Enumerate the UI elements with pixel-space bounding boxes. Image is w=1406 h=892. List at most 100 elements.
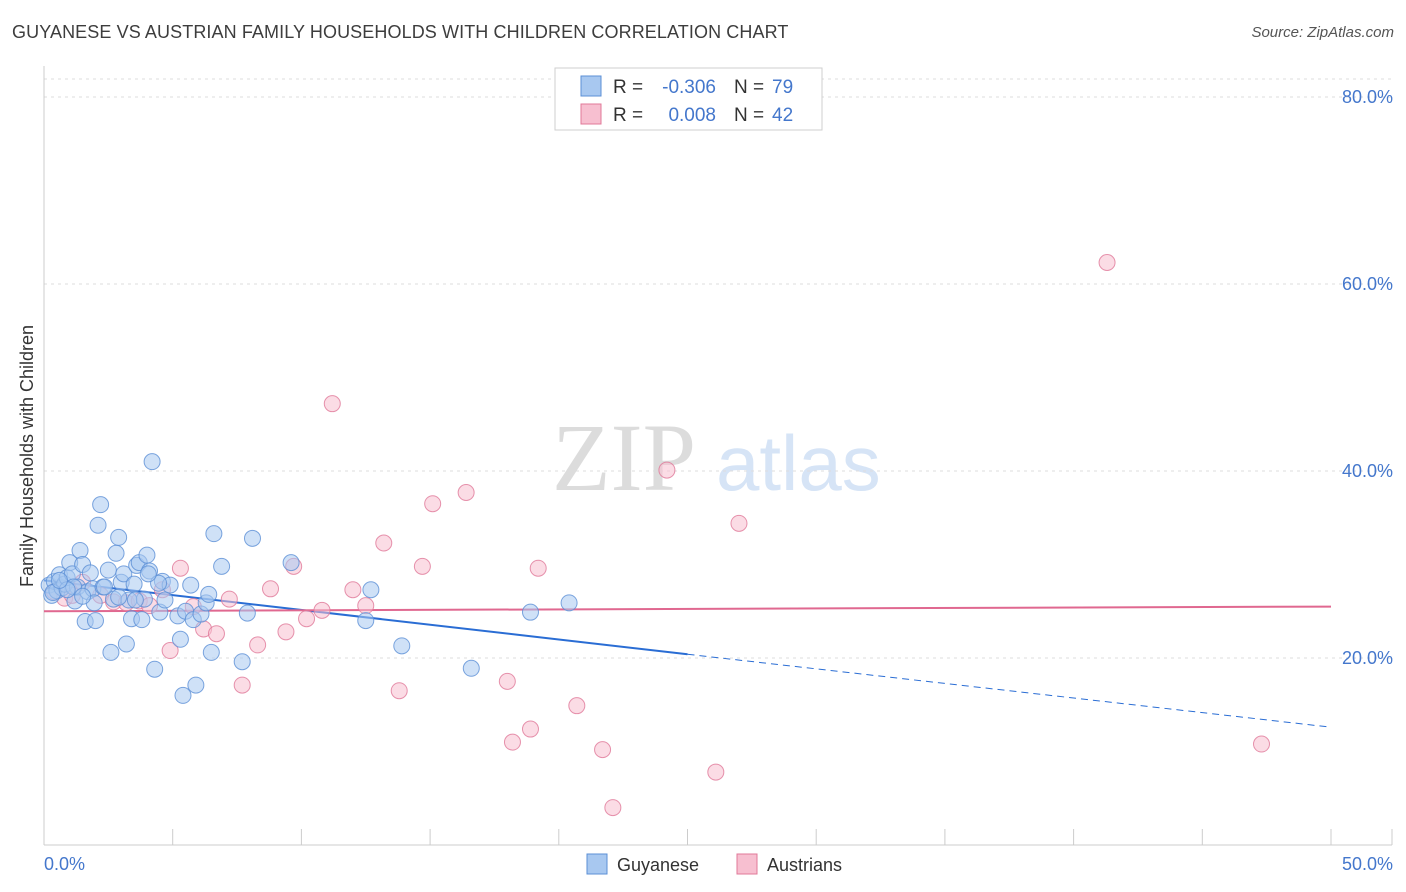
austrians-point — [413, 557, 431, 575]
guyanese-point — [71, 541, 89, 559]
series-legend: Guyanese Austrians — [586, 853, 842, 875]
austrians-point — [498, 672, 516, 690]
austrians-point — [313, 601, 331, 619]
guyanese-point — [138, 546, 156, 564]
bottom-legend-label-austrians: Austrians — [767, 855, 842, 875]
guyanese-point — [146, 660, 164, 678]
guyanese-point — [357, 612, 375, 630]
guyanese-point — [182, 576, 200, 594]
y-tick-label: 20.0% — [1342, 648, 1393, 668]
austrians-point — [568, 697, 586, 715]
austrians-point — [604, 799, 622, 817]
austrians-point — [503, 733, 521, 751]
guyanese-point — [233, 653, 251, 671]
legend-n-value-1: 79 — [772, 77, 793, 98]
legend-r-label-1: R = — [613, 77, 643, 98]
guyanese-point — [205, 525, 223, 543]
guyanese-trend-extension — [687, 653, 1332, 728]
austrians-trend-line — [43, 605, 1332, 613]
guyanese-point — [243, 529, 261, 547]
watermark-atlas: atlas — [716, 419, 881, 507]
austrians-point — [1098, 253, 1116, 271]
guyanese-point — [74, 587, 92, 605]
watermark-zip: ZIP — [552, 404, 696, 511]
guyanese-point — [462, 659, 480, 677]
legend-n-value-2: 42 — [772, 105, 793, 126]
austrians-point — [344, 581, 362, 599]
guyanese-point — [86, 612, 104, 630]
austrians-point — [1253, 735, 1271, 753]
austrians-point — [594, 741, 612, 759]
legend-n-label-1: N = — [734, 77, 764, 98]
data-points — [40, 253, 1271, 817]
correlation-legend: R = -0.306 N = 79 R = 0.008 N = 42 — [554, 67, 823, 131]
legend-r-label-2: R = — [613, 105, 643, 126]
grid — [44, 78, 1392, 659]
austrians-point — [730, 514, 748, 532]
guyanese-point — [393, 637, 411, 655]
guyanese-point — [171, 630, 189, 648]
y-axis-label: Family Households with Children — [17, 325, 37, 587]
austrians-point — [262, 580, 280, 598]
austrians-point — [357, 597, 375, 615]
austrians-point — [233, 676, 251, 694]
x-tick-label: 0.0% — [44, 854, 85, 874]
y-tick-label: 80.0% — [1342, 87, 1393, 107]
axes: 20.0% 40.0% 60.0% 80.0% 0.0% 50.0% — [43, 66, 1393, 874]
legend-r-value-1: -0.306 — [662, 77, 716, 98]
austrians-point — [424, 495, 442, 513]
bottom-legend-swatch-guyanese — [586, 853, 608, 875]
guyanese-point — [102, 643, 120, 661]
austrians-point — [171, 559, 189, 577]
austrians-point — [390, 682, 408, 700]
bottom-legend-swatch-austrians — [736, 853, 758, 875]
guyanese-point — [133, 611, 151, 629]
guyanese-point — [200, 585, 218, 603]
guyanese-point — [213, 557, 231, 575]
guyanese-point — [125, 575, 143, 593]
chart-title: GUYANESE VS AUSTRIAN FAMILY HOUSEHOLDS W… — [12, 22, 789, 42]
austrians-point — [277, 623, 295, 641]
guyanese-point — [115, 565, 133, 583]
austrians-point — [658, 461, 676, 479]
guyanese-point — [202, 643, 220, 661]
guyanese-point — [95, 578, 113, 596]
austrians-point — [457, 484, 475, 502]
guyanese-point — [99, 561, 117, 579]
guyanese-point — [92, 496, 110, 514]
austrians-point — [521, 720, 539, 738]
bottom-legend-label-guyanese: Guyanese — [617, 855, 699, 875]
guyanese-point — [107, 544, 125, 562]
guyanese-point — [362, 581, 380, 599]
austrians-point — [323, 395, 341, 413]
austrians-point — [207, 625, 225, 643]
legend-swatch-austrians — [580, 103, 602, 125]
guyanese-point — [187, 676, 205, 694]
guyanese-point — [110, 528, 128, 546]
austrians-point — [249, 636, 267, 654]
austrians-point — [707, 763, 725, 781]
austrians-point — [161, 642, 179, 660]
guyanese-point — [81, 564, 99, 582]
x-tick-label: 50.0% — [1342, 854, 1393, 874]
legend-n-label-2: N = — [734, 105, 764, 126]
guyanese-point — [156, 591, 174, 609]
austrians-point — [220, 590, 238, 608]
y-tick-label: 40.0% — [1342, 461, 1393, 481]
guyanese-point — [560, 594, 578, 612]
y-tick-label: 60.0% — [1342, 274, 1393, 294]
guyanese-point — [89, 516, 107, 534]
austrians-point — [375, 534, 393, 552]
guyanese-point — [50, 571, 68, 589]
legend-r-value-2: 0.008 — [668, 105, 716, 126]
legend-swatch-guyanese — [580, 75, 602, 97]
guyanese-point — [126, 591, 144, 609]
guyanese-point — [174, 686, 192, 704]
guyanese-point — [282, 554, 300, 572]
guyanese-point — [143, 453, 161, 471]
guyanese-point — [117, 635, 135, 653]
guyanese-point — [238, 604, 256, 622]
austrians-point — [529, 559, 547, 577]
guyanese-point — [521, 603, 539, 621]
